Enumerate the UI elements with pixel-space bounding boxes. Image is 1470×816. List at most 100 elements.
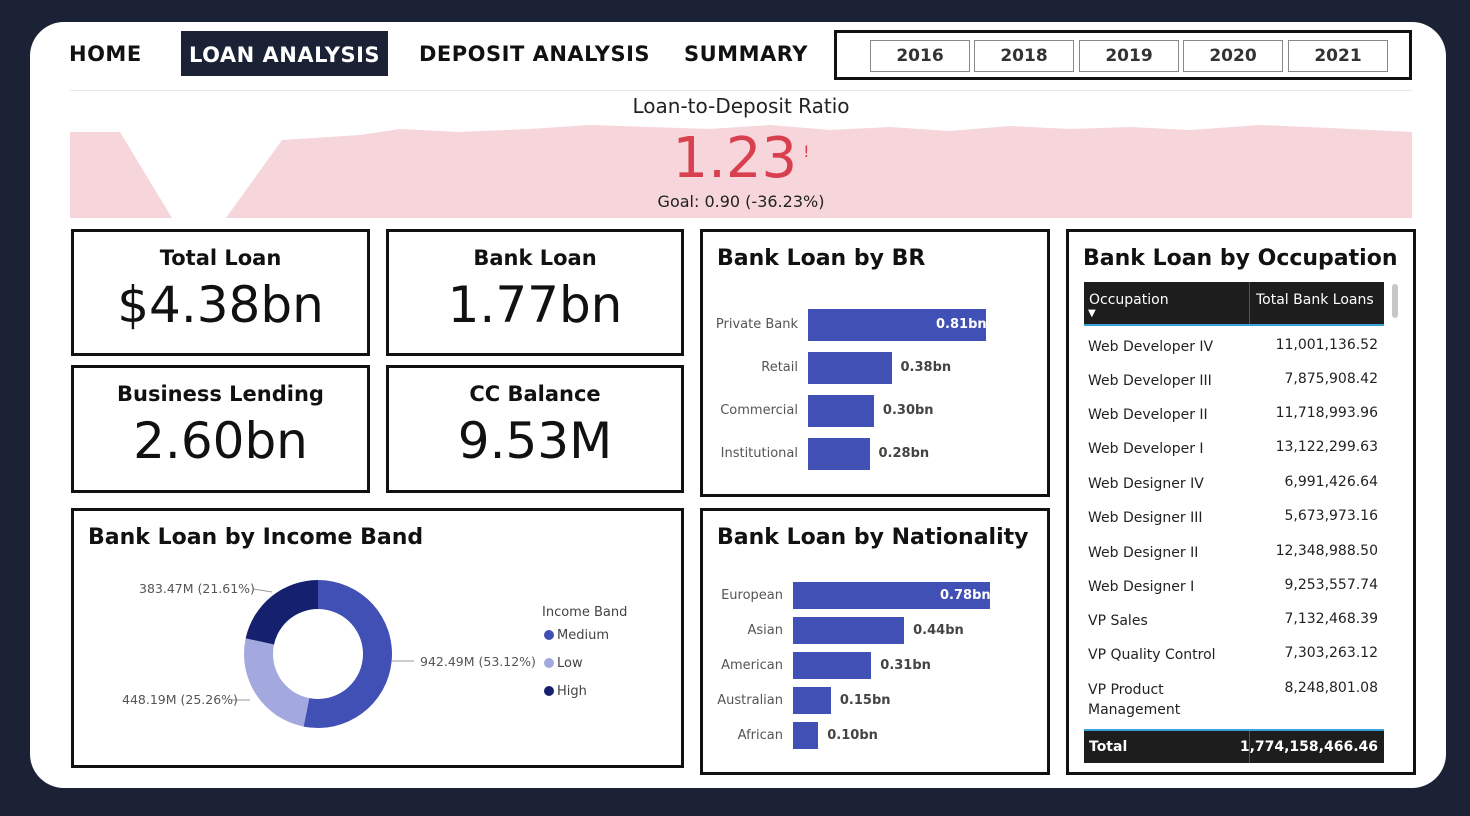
occupation-cell: VP Sales <box>1088 613 1148 629</box>
total-bank-loans-cell: 7,132,468.39 <box>1284 611 1378 627</box>
bar[interactable] <box>808 438 870 470</box>
nav-home[interactable]: HOME <box>69 42 142 66</box>
legend-label: High <box>557 684 587 699</box>
total-bank-loans-cell: 5,673,973.16 <box>1284 508 1378 524</box>
total-bank-loans-cell: 9,253,557.74 <box>1284 577 1378 593</box>
ratio-value: 1.23! <box>672 126 810 191</box>
kpi-bank-loan: Bank Loan 1.77bn <box>386 229 684 356</box>
total-bank-loans-cell: 13,122,299.63 <box>1275 439 1378 455</box>
legend-marker <box>544 657 554 668</box>
total-bank-loans-cell: 11,718,993.96 <box>1275 405 1378 421</box>
bar-value-label: 0.28bn <box>878 446 930 461</box>
kpi-value: $4.38bn <box>117 276 324 334</box>
bar-category-label: Commercial <box>720 403 798 418</box>
bar[interactable] <box>808 395 874 427</box>
bar[interactable] <box>793 722 819 749</box>
total-value: 1,774,158,466.46 <box>1239 739 1378 755</box>
bar[interactable] <box>808 352 892 384</box>
occupation-cell: VP Quality Control <box>1088 647 1216 663</box>
donut-data-label: 383.47M (21.61%) <box>139 581 255 596</box>
kpi-value: 9.53M <box>457 412 613 470</box>
total-bank-loans-cell: 6,991,426.64 <box>1284 474 1378 490</box>
occupation-cell: Web Developer I <box>1088 441 1204 457</box>
ratio-trend-area <box>70 125 1412 218</box>
bar[interactable] <box>793 617 905 644</box>
occupation-cell: Web Designer IV <box>1088 476 1204 492</box>
occupation-cell: Web Designer II <box>1088 545 1199 561</box>
bar-category-label: Asian <box>747 622 783 638</box>
column-separator <box>1249 731 1250 763</box>
total-bank-loans-cell: 7,875,908.42 <box>1284 371 1378 387</box>
panel-title: Bank Loan by Income Band <box>88 525 424 550</box>
bar-value-label: 0.38bn <box>900 360 952 375</box>
bar[interactable] <box>793 687 831 714</box>
column-header-total-bank-loans[interactable]: Total Bank Loans <box>1256 292 1374 308</box>
year-button-2019[interactable]: 2019 <box>1079 40 1179 72</box>
legend-item-medium[interactable]: Medium <box>544 628 609 643</box>
panel-title: Bank Loan by Occupation <box>1083 246 1398 271</box>
panel-title: Bank Loan by Nationality <box>717 525 1029 550</box>
occupation-cell: Web Designer I <box>1088 579 1195 595</box>
total-bank-loans-cell: 8,248,801.08 <box>1284 680 1378 696</box>
total-label: Total <box>1089 739 1128 755</box>
nav-deposit-analysis[interactable]: DEPOSIT ANALYSIS <box>419 42 651 66</box>
donut-data-label: 448.19M (25.26%) <box>122 692 238 707</box>
ratio-title: Loan-to-Deposit Ratio <box>632 94 850 118</box>
year-slicer: 2016 2018 2019 2020 2021 <box>834 30 1412 80</box>
kpi-value: 2.60bn <box>133 412 308 470</box>
bar-category-label: African <box>737 727 783 743</box>
bar-category-label: American <box>721 657 783 673</box>
bar-value-label: 0.81bn <box>936 317 987 332</box>
legend-label: Medium <box>557 628 609 643</box>
nav-summary[interactable]: SUMMARY <box>684 42 808 66</box>
occupation-cell: Web Developer III <box>1088 373 1212 389</box>
column-separator <box>1249 282 1250 324</box>
legend-marker <box>544 685 554 696</box>
table-header: Occupation ▼ Total Bank Loans <box>1084 282 1384 326</box>
bar[interactable] <box>793 652 872 679</box>
bar-category-label: European <box>721 587 783 603</box>
kpi-cc-balance: CC Balance 9.53M <box>386 365 684 493</box>
legend-title: Income Band <box>542 605 628 620</box>
ratio-goal: Goal: 0.90 (-36.23%) <box>657 192 825 211</box>
year-button-2016[interactable]: 2016 <box>870 40 970 72</box>
legend-item-high[interactable]: High <box>544 684 587 699</box>
total-bank-loans-cell: 12,348,988.50 <box>1275 543 1378 559</box>
kpi-label: CC Balance <box>469 382 601 406</box>
legend-label: Low <box>557 656 583 671</box>
panel-title: Bank Loan by BR <box>717 246 926 271</box>
nav-loan-analysis[interactable]: LOAN ANALYSIS <box>181 31 389 76</box>
occupation-cell: VP Product Management <box>1088 682 1181 718</box>
year-button-2018[interactable]: 2018 <box>974 40 1074 72</box>
column-header-occupation[interactable]: Occupation <box>1089 292 1169 308</box>
bar[interactable] <box>793 582 990 609</box>
top-navigation: HOME LOAN ANALYSIS DEPOSIT ANALYSIS SUMM… <box>0 0 1470 92</box>
donut-data-label: 942.49M (53.12%) <box>420 654 536 669</box>
bar-value-label: 0.15bn <box>839 692 891 708</box>
kpi-business-lending: Business Lending 2.60bn <box>71 365 370 493</box>
bar-value-label: 0.44bn <box>913 622 964 638</box>
kpi-label: Total Loan <box>159 246 282 270</box>
total-bank-loans-cell: 7,303,263.12 <box>1284 645 1378 661</box>
bar[interactable] <box>808 309 986 341</box>
bar-category-label: Australian <box>717 692 783 708</box>
table-scrollbar[interactable] <box>1392 284 1398 318</box>
sort-down-icon[interactable]: ▼ <box>1088 308 1096 319</box>
bar-value-label: 0.10bn <box>827 727 878 743</box>
kpi-label: Bank Loan <box>473 246 597 270</box>
bar-category-label: Retail <box>761 360 798 375</box>
kpi-total-loan: Total Loan $4.38bn <box>71 229 370 356</box>
total-bank-loans-cell: 11,001,136.52 <box>1275 337 1378 353</box>
bar-value-label: 0.30bn <box>882 403 934 418</box>
occupation-cell: Web Developer IV <box>1088 339 1214 355</box>
year-button-2021[interactable]: 2021 <box>1288 40 1388 72</box>
kpi-value: 1.77bn <box>447 276 623 334</box>
year-button-2020[interactable]: 2020 <box>1183 40 1283 72</box>
legend-item-low[interactable]: Low <box>544 656 583 671</box>
table-total-row: Total 1,774,158,466.46 <box>1084 729 1384 763</box>
bar-value-label: 0.31bn <box>880 657 931 673</box>
occupation-cell: Web Developer II <box>1088 407 1208 423</box>
loan-to-deposit-kpi: Loan-to-Deposit Ratio 1.23! Goal: 0.90 (… <box>70 92 1412 220</box>
alert-icon: ! <box>803 142 810 161</box>
occupation-cell: Web Designer III <box>1088 510 1203 526</box>
